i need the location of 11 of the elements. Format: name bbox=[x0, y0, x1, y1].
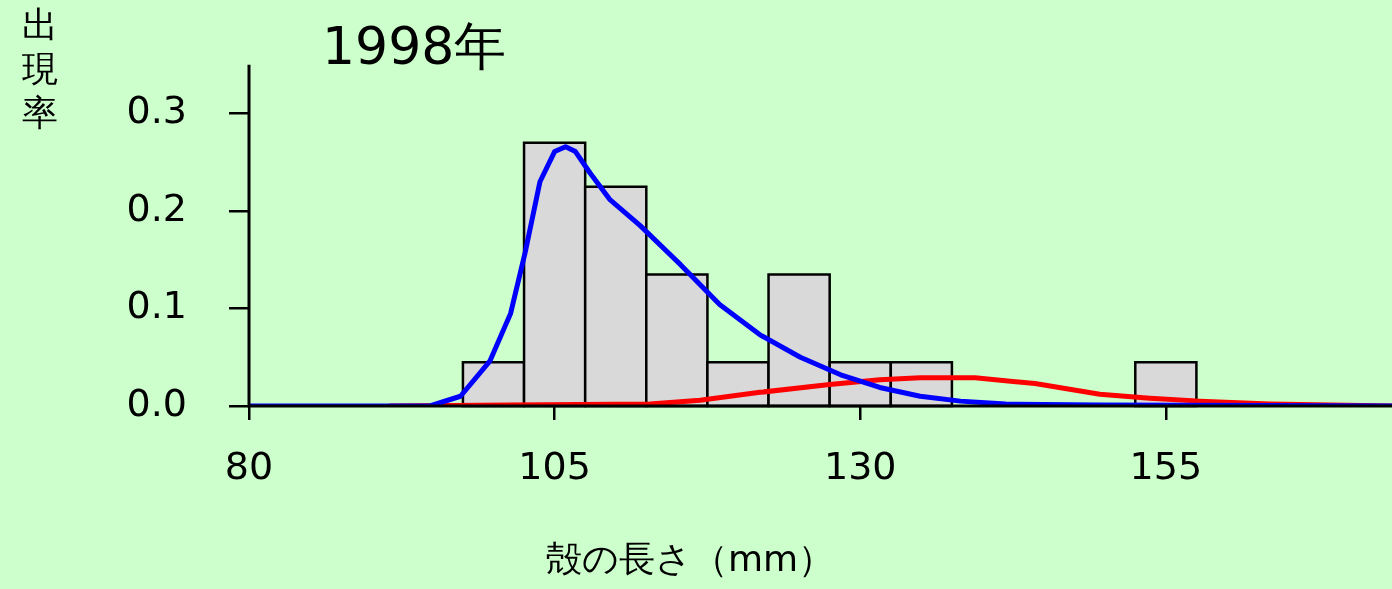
y-tick-label: 0.3 bbox=[126, 88, 187, 133]
y-axis-title: 出現率 bbox=[22, 4, 58, 134]
x-tick-label: 155 bbox=[1129, 443, 1203, 488]
y-tick-label: 0.0 bbox=[126, 380, 187, 425]
x-tick-label: 105 bbox=[518, 443, 591, 488]
y-tick-label: 0.2 bbox=[126, 185, 187, 230]
y-tick-label: 0.1 bbox=[126, 283, 187, 328]
x-tick-label: 130 bbox=[823, 443, 897, 488]
x-tick-label: 80 bbox=[224, 443, 274, 488]
x-axis-title: 殻の長さ（mm） bbox=[545, 538, 835, 580]
annotation: 1998年 bbox=[322, 16, 507, 76]
